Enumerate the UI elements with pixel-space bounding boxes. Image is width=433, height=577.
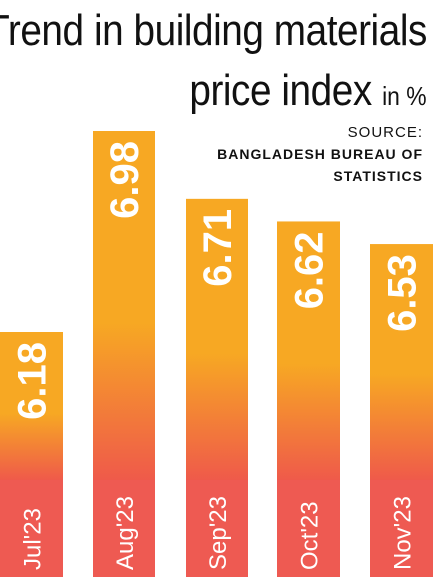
bar-4 — [370, 244, 433, 480]
bar-value-label-1: 6.98 — [103, 141, 147, 219]
category-band-0 — [0, 480, 63, 577]
bar-value-label-0: 6.18 — [11, 342, 55, 420]
category-band-3 — [277, 480, 340, 577]
bar-value-label-4: 6.53 — [381, 254, 425, 332]
source-org-line-2: STATISTICS — [333, 168, 423, 184]
source-org-line-1: BANGLADESH BUREAU OF — [217, 146, 423, 162]
chart-title-line-2: price index in % — [190, 66, 427, 116]
bar-value-label-3: 6.62 — [288, 231, 332, 309]
chart-title-line-1: Trend in building materials — [0, 6, 427, 55]
bar-0 — [0, 332, 63, 480]
category-band-2 — [186, 480, 248, 577]
category-band-4 — [370, 480, 433, 577]
category-label-4: Nov'23 — [390, 496, 417, 570]
chart-title-unit: in % — [382, 81, 427, 111]
bar-2 — [186, 198, 248, 480]
bar-value-label-2: 6.71 — [196, 209, 240, 287]
category-label-0: Jul'23 — [20, 508, 47, 570]
category-band-1 — [93, 480, 155, 577]
category-label-3: Oct'23 — [297, 501, 324, 570]
bars-layer: 6.18 Jul'23 6.98 Aug'23 6.71 Sep'23 6.62 Oct'23… — [0, 131, 433, 577]
category-label-1: Aug'23 — [112, 496, 139, 570]
source-label: SOURCE: — [347, 124, 423, 141]
category-label-2: Sep'23 — [205, 496, 232, 570]
bar-3 — [277, 221, 340, 480]
chart-title-text: price index — [189, 66, 373, 115]
bar-1 — [93, 131, 155, 480]
